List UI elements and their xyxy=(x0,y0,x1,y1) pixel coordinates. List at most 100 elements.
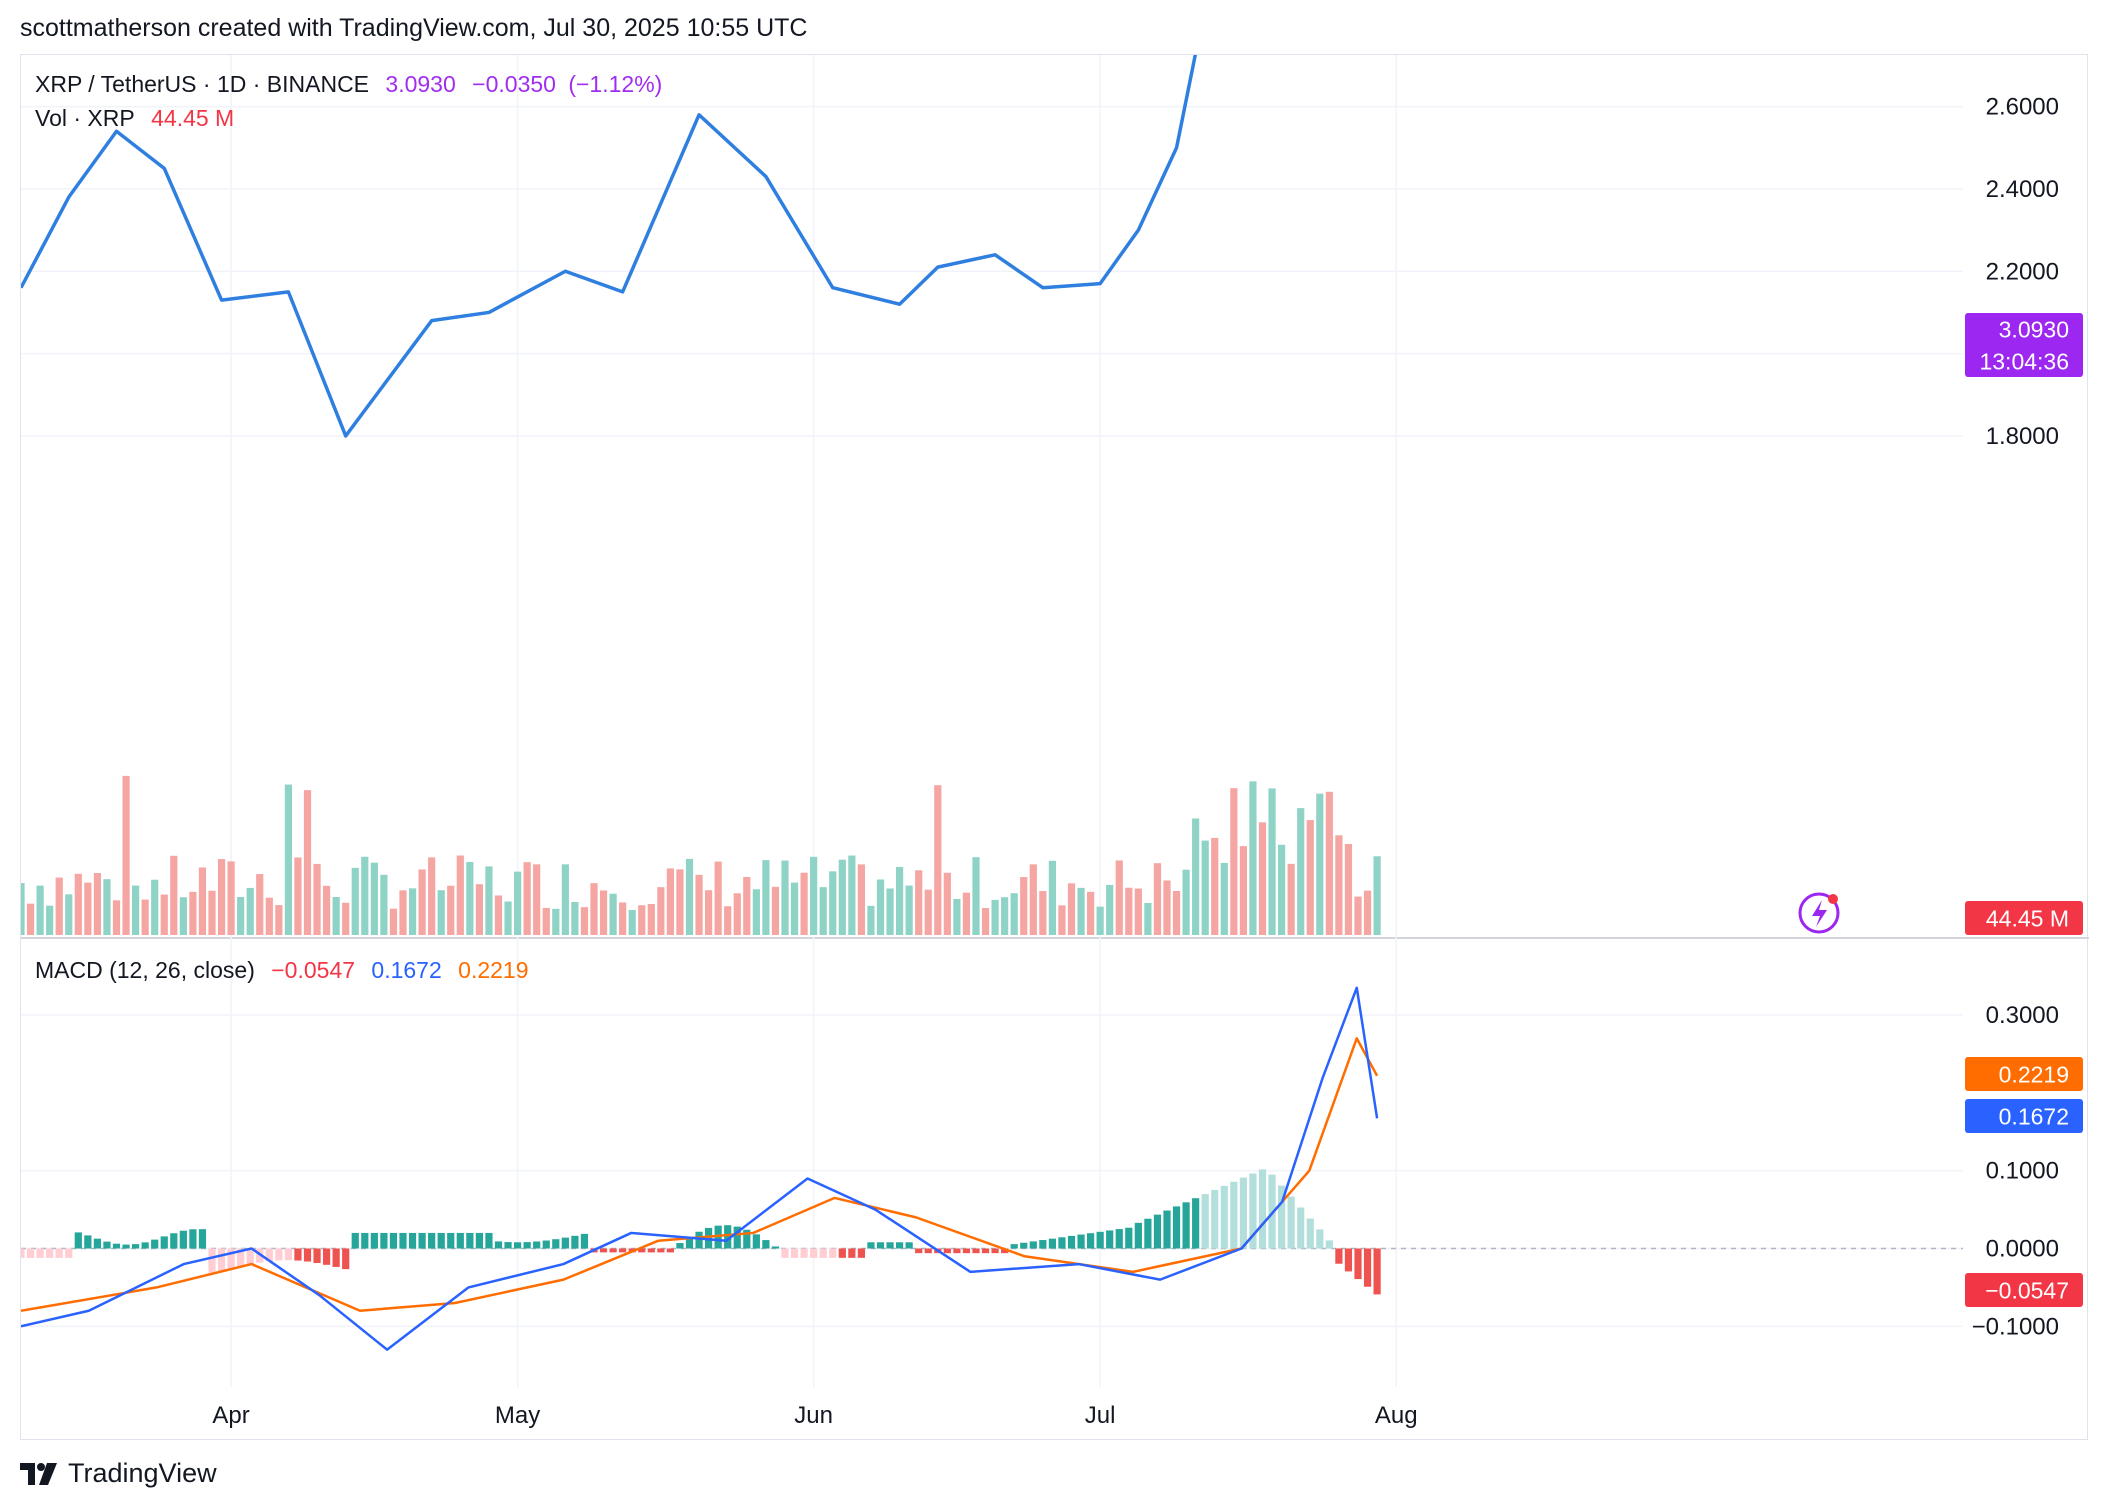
macd-histogram-bar xyxy=(886,1242,894,1249)
macd-histogram-bar xyxy=(857,1248,865,1258)
volume-bar xyxy=(485,866,493,935)
macd-histogram-bar xyxy=(609,1248,617,1253)
volume-bar xyxy=(628,909,636,935)
macd-histogram-bar xyxy=(647,1248,655,1253)
macd-histogram-bar xyxy=(991,1248,999,1254)
volume-bar xyxy=(332,896,340,935)
macd-pane[interactable] xyxy=(21,986,1381,1351)
volume-bar xyxy=(428,857,436,935)
volume-bar xyxy=(962,892,971,935)
macd-histogram-bar xyxy=(1335,1248,1343,1264)
macd-histogram-bar xyxy=(418,1232,426,1249)
volume-bar xyxy=(1335,835,1343,935)
volume-bar xyxy=(179,897,187,935)
macd-histogram-bar xyxy=(1211,1189,1219,1249)
macd-histogram-bar xyxy=(657,1248,665,1253)
replay-lightning-icon[interactable] xyxy=(1798,892,1840,934)
macd-histogram-bar xyxy=(1306,1218,1314,1249)
macd-histogram-bar xyxy=(1058,1237,1066,1249)
volume-bar xyxy=(132,885,140,935)
volume-bar xyxy=(1297,808,1305,935)
volume-bar xyxy=(1249,781,1257,935)
macd-histogram-bar xyxy=(323,1248,331,1265)
volume-bar xyxy=(408,888,417,935)
macd-histogram-bar xyxy=(599,1248,608,1253)
macd-histogram-bar xyxy=(208,1248,216,1273)
volume-bar xyxy=(26,903,35,935)
macd-label[interactable]: MACD (12, 26, close) xyxy=(35,957,255,983)
macd-histogram-bar xyxy=(237,1248,245,1267)
volume-bar xyxy=(514,871,522,935)
symbol-label[interactable]: XRP / TetherUS · 1D · BINANCE xyxy=(35,71,370,97)
volume-bar xyxy=(1258,822,1267,935)
volume-bar xyxy=(217,859,226,935)
volume-bar xyxy=(1363,890,1372,935)
macd-histogram-bar xyxy=(36,1248,44,1258)
volume-bar xyxy=(456,855,464,935)
macd-histogram-bar xyxy=(743,1229,751,1249)
volume-bar xyxy=(466,862,474,935)
macd-histogram-bar xyxy=(170,1233,178,1249)
volume-bar xyxy=(733,893,741,935)
volume-bar xyxy=(876,879,885,935)
macd-histogram-bar xyxy=(504,1242,512,1249)
volume-bar xyxy=(494,895,503,935)
macd-signal-value: 0.2219 xyxy=(458,957,529,983)
macd-histogram-bar xyxy=(399,1232,407,1249)
volume-bar xyxy=(1278,844,1286,935)
volume-bar xyxy=(227,861,235,935)
macd-histogram-bar xyxy=(65,1248,73,1258)
macd-histogram-bar xyxy=(1287,1196,1295,1249)
volume-bar xyxy=(294,857,302,935)
volume-bar xyxy=(1325,791,1333,935)
macd-histogram-bar xyxy=(972,1248,980,1254)
macd-histogram-bar xyxy=(552,1239,560,1249)
macd-histogram-bar xyxy=(561,1237,569,1249)
price-badge-text: 13:04:36 xyxy=(1979,349,2069,375)
volume-bar xyxy=(781,860,789,935)
price-line[interactable] xyxy=(21,55,1963,438)
signal-badge: 0.2219 xyxy=(1965,1057,2083,1091)
macd-histogram-bar xyxy=(542,1240,550,1249)
chart-canvas[interactable]: AprMayJunJulAug1.80002.00002.20002.40002… xyxy=(21,55,2089,1441)
volume-bar xyxy=(981,908,990,935)
macd-line xyxy=(21,986,1379,1351)
macd-histogram-bar xyxy=(494,1241,503,1249)
volume-bar xyxy=(848,855,856,935)
volume-legend: Vol · XRP 44.45 M xyxy=(35,105,244,132)
macd-histogram-bar xyxy=(151,1239,159,1249)
volume-bar xyxy=(1020,877,1028,935)
macd-histogram-bar xyxy=(466,1232,474,1249)
macd-histogram-bar xyxy=(303,1248,312,1262)
volume-bar xyxy=(953,898,961,935)
x-tick-label: May xyxy=(495,1402,540,1429)
macd-histogram-bar xyxy=(1029,1241,1037,1249)
volume-bar xyxy=(1153,863,1162,935)
volume-bar xyxy=(590,883,598,935)
macd-histogram-bar xyxy=(1144,1218,1152,1249)
macd-histogram-bar xyxy=(580,1233,589,1249)
volume-bar xyxy=(93,873,101,935)
price-badge-bg xyxy=(1965,313,2083,377)
volume-bar xyxy=(151,879,159,935)
footer: TradingView xyxy=(20,1458,217,1489)
macd-histogram-bar xyxy=(389,1232,398,1249)
macd-histogram-bar xyxy=(475,1232,483,1249)
macd-histogram-bar xyxy=(485,1232,493,1249)
tradingview-logo-icon xyxy=(20,1462,57,1485)
macd-histogram-bar xyxy=(953,1248,961,1254)
volume-bar xyxy=(685,858,694,935)
volume-bar xyxy=(599,890,608,935)
macd-histogram-bar xyxy=(943,1248,951,1254)
macd-histogram-bar xyxy=(284,1248,292,1261)
volume-label[interactable]: Vol · XRP xyxy=(35,105,135,131)
volume-bar xyxy=(1163,880,1171,935)
macd-histogram-bar xyxy=(122,1244,130,1249)
volume-bar xyxy=(361,856,369,935)
macd-histogram-bar xyxy=(1077,1234,1085,1249)
macd-histogram-bar xyxy=(638,1248,646,1253)
volume-bar xyxy=(533,864,541,935)
volume-bar xyxy=(74,873,82,935)
macd-histogram-bar xyxy=(132,1244,140,1249)
macd-tick-label: 0.1000 xyxy=(1986,1158,2059,1185)
